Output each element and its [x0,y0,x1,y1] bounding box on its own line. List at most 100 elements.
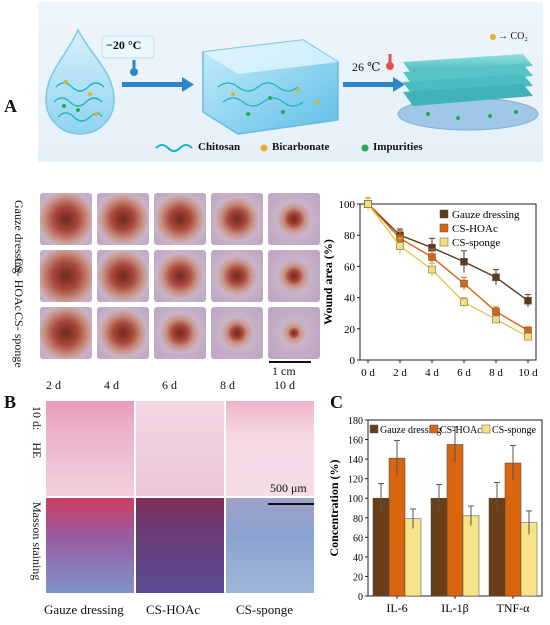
y-tick-label: 120 [348,475,363,486]
x-tick-label: TNF-α [497,601,531,615]
legend-entry: Gauze dressing [380,425,441,436]
legend-entry: CS-sponge [492,425,536,436]
data-point [460,279,468,288]
wound-photo [97,250,149,302]
data-point [460,257,468,266]
series-line [367,203,529,331]
hist-column-label: CS-HOAc [146,602,201,617]
panel-a-letter: A [4,96,17,116]
x-tick-label: 2 d [393,367,407,379]
legend-swatch [481,424,491,434]
legend-chitosan: Chitosan [198,141,241,153]
plot-frame [359,203,537,361]
wound-photo [211,307,263,359]
x-tick-label: 8 d [489,367,503,379]
data-point [428,253,436,261]
bar [388,457,406,597]
day-label: 4 d [104,378,119,392]
x-tick-label: IL-6 [386,601,407,615]
legend-entry: CS-HOAc [452,223,498,235]
data-point [524,296,532,305]
masson-stain-image [136,498,224,593]
bar [404,518,422,597]
wound-photo [97,307,149,359]
co2-label: → CO₂ [498,31,528,42]
data-point [396,242,404,250]
y-tick-label: 160 [348,436,363,447]
legend-swatch [439,223,449,233]
y-tick-label: 20 [344,324,356,336]
day-label: 2 d [46,378,61,392]
dot-icon [361,144,369,152]
bar [462,515,480,597]
y-tick-label: 80 [344,230,356,242]
panel-c-letter: C [330,392,343,412]
wound-area-chart: 0 20 40 60 80 100 0 d 2 d 4 d 6 d 8 d 10 d Wound are… [321,197,538,379]
day-label: 8 d [220,378,235,392]
wound-photo [40,250,92,302]
wound-photo [211,250,263,302]
droplet-shape [45,28,115,135]
dot-icon [260,144,268,152]
hist-scale-label: 500 μm [270,481,307,495]
legend-swatch [429,424,439,434]
panel-b-letter: B [4,392,17,412]
legend-bicarbonate: Bicarbonate [272,141,330,153]
data-point [492,273,500,282]
series-line [367,203,529,338]
wound-photo [40,307,92,359]
wound-photo [154,193,206,245]
wound-photo [268,307,320,359]
histology-row-label-0: 10 d: HE [30,406,44,459]
wave-icon [155,144,193,152]
photo-scale-label: 1 cm [272,364,296,378]
fabrication-schematic [38,2,543,162]
wound-photo [268,193,320,245]
data-point [492,307,500,316]
x-tick-label: 4 d [425,367,439,379]
data-point [492,315,500,324]
histology-row-label-1: Masson staining [30,502,44,581]
legend-swatch [369,424,379,434]
hist-scale-bar [268,503,314,505]
cytokine-bar-chart: 0 20 40 60 80 100 120 140 160 180 Concentration (%… [327,416,543,615]
x-tick-label: 6 d [457,367,471,379]
series-line [367,203,529,302]
temp-warm-label: 26 ℃ [352,60,381,74]
schematic-art [45,28,539,152]
y-tick-label: 20 [353,572,363,583]
data-point [460,298,468,307]
legend-impurities: Impurities [373,141,423,153]
temp-cold-label: −20 °C [106,38,142,52]
y-tick-label: 0 [358,592,363,603]
y-tick-label: 60 [344,261,356,273]
legend-entry: CS-HOAc [440,425,482,436]
legend-swatch [439,209,449,219]
he-stain-image [46,401,134,496]
y-tick-label: 40 [353,553,363,564]
y-tick-label: 0 [350,355,356,367]
he-stain-image [136,401,224,496]
bar [430,497,448,597]
sponge-layers [403,54,533,106]
x-tick-label: 10 d [518,367,538,379]
wound-photo [97,193,149,245]
y-tick-label: 100 [339,199,356,211]
y-tick-label: 80 [353,514,363,525]
data-point [428,265,436,274]
data-point [524,326,532,335]
y-tick-label: 40 [344,293,356,305]
he-stain-image [226,401,314,496]
bar [446,444,464,597]
hist-column-label: Gauze dressing [44,602,124,617]
masson-stain-image [46,498,134,593]
y-tick-label: 60 [353,533,363,544]
hist-column-label: CS-sponge [236,602,294,617]
masson-stain-image [226,498,314,593]
wound-photo [154,307,206,359]
x-tick-label: 0 d [361,367,375,379]
legend-swatch [439,237,449,247]
y-tick-label: 140 [348,455,363,466]
wound-photo [154,250,206,302]
bar [504,462,522,597]
